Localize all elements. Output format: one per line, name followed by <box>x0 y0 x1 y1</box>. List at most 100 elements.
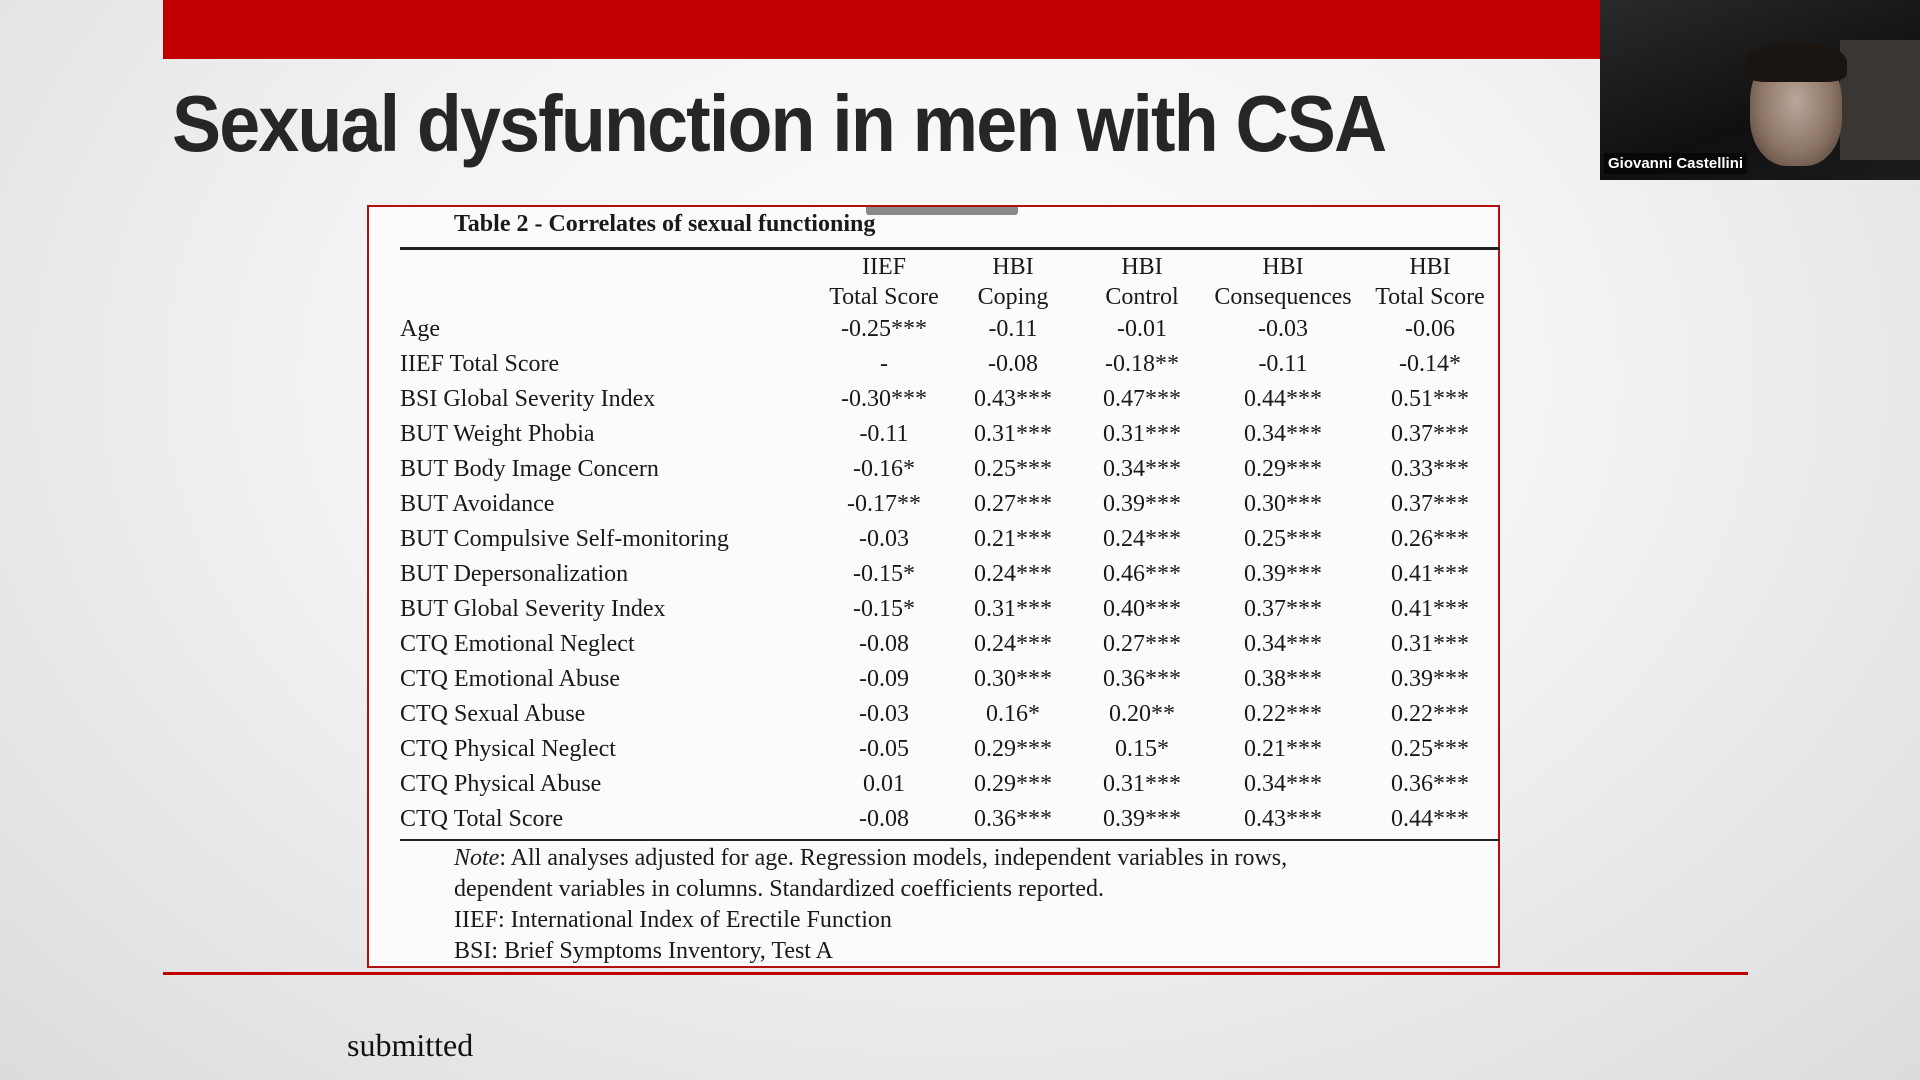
table-cell: -0.03 <box>859 526 909 552</box>
table-bottom-rule <box>400 839 1500 841</box>
table-cell: 0.39*** <box>1244 561 1322 587</box>
table-cell: 0.37*** <box>1244 596 1322 622</box>
table-cell: 0.21*** <box>974 526 1052 552</box>
table-cell: - <box>880 351 888 377</box>
participant-video-tile[interactable]: Giovanni Castellini <box>1600 0 1920 180</box>
table-cell: 0.37*** <box>1391 421 1469 447</box>
table-cell: 0.22*** <box>1391 701 1469 727</box>
table-cell: 0.25*** <box>974 456 1052 482</box>
table-cell: -0.01 <box>1117 316 1167 342</box>
row-label: CTQ Physical Abuse <box>400 771 602 797</box>
column-header: HBI Coping <box>977 254 1049 310</box>
table-cell: 0.01 <box>863 771 905 797</box>
table-cell: -0.18** <box>1105 351 1179 377</box>
table-cell: 0.30*** <box>974 666 1052 692</box>
bottom-accent-line <box>163 972 1748 975</box>
table-note: Note: All analyses adjusted for age. Reg… <box>454 843 1287 967</box>
table-cell: 0.25*** <box>1391 736 1469 762</box>
table-cell: 0.34*** <box>1244 631 1322 657</box>
table-cell: 0.22*** <box>1244 701 1322 727</box>
table-cell: 0.30*** <box>1244 491 1322 517</box>
table-cell: -0.15* <box>853 596 915 622</box>
table-row: CTQ Physical Neglect -0.05 0.29*** 0.15* 0.2… <box>400 732 1502 767</box>
table-cell: 0.38*** <box>1244 666 1322 692</box>
table-cell: 0.21*** <box>1244 736 1322 762</box>
table-cell: 0.20** <box>1109 701 1175 727</box>
table-row: CTQ Emotional Abuse -0.09 0.30*** 0.36*** 0.… <box>400 662 1502 697</box>
table-cell: 0.25*** <box>1244 526 1322 552</box>
table-row: BUT Compulsive Self-monitoring -0.03 0.21*… <box>400 522 1502 557</box>
table-row: CTQ Emotional Neglect -0.08 0.24*** 0.27***… <box>400 627 1502 662</box>
note-line: dependent variables in columns. Standard… <box>454 876 1104 902</box>
slide-title: Sexual dysfunction in men with CSA <box>172 79 1387 168</box>
table-cell: -0.15* <box>853 561 915 587</box>
table-cell: 0.15* <box>1115 736 1169 762</box>
table-cell: -0.06 <box>1405 316 1455 342</box>
row-label: CTQ Emotional Neglect <box>400 631 635 657</box>
row-label: CTQ Emotional Abuse <box>400 666 620 692</box>
table-cell: 0.31*** <box>1103 421 1181 447</box>
table-row: Age -0.25*** -0.11 -0.01 -0.03 -0.06 <box>400 312 1502 347</box>
row-label: CTQ Total Score <box>400 806 564 832</box>
column-header: HBI Control <box>1105 254 1179 310</box>
table-cell: 0.29*** <box>1244 456 1322 482</box>
table-cell: -0.17** <box>847 491 921 517</box>
table-cell: 0.27*** <box>974 491 1052 517</box>
table-cell: 0.27*** <box>1103 631 1181 657</box>
table-cell: 0.16* <box>986 701 1040 727</box>
column-header: HBI Total Score <box>1375 254 1485 310</box>
row-label: Age <box>400 316 440 342</box>
table-cell: 0.26*** <box>1391 526 1469 552</box>
table-cell: -0.05 <box>859 736 909 762</box>
table-cell: 0.31*** <box>974 421 1052 447</box>
table-cell: 0.40*** <box>1103 596 1181 622</box>
table-cell: 0.31*** <box>974 596 1052 622</box>
correlates-table: IIEF Total Score HBI Coping HBI Control HBI… <box>400 252 1502 837</box>
table-cell: 0.39*** <box>1103 806 1181 832</box>
table-row: BUT Global Severity Index -0.15* 0.31*** 0.… <box>400 592 1502 627</box>
column-header: IIEF Total Score <box>829 254 939 310</box>
table-cell: 0.47*** <box>1103 386 1181 412</box>
table-row: BUT Depersonalization -0.15* 0.24*** 0.46**… <box>400 557 1502 592</box>
table-image: Table 2 - Correlates of sexual functioni… <box>367 205 1500 968</box>
table-row: CTQ Sexual Abuse -0.03 0.16* 0.20** 0.22*** 0… <box>400 697 1502 732</box>
table-cell: 0.41*** <box>1391 561 1469 587</box>
top-accent-bar <box>163 0 1600 59</box>
table-cell: 0.31*** <box>1103 771 1181 797</box>
table-cell: 0.34*** <box>1244 771 1322 797</box>
scroll-handle <box>866 207 1018 215</box>
table-cell: 0.44*** <box>1391 806 1469 832</box>
table-cell: 0.29*** <box>974 736 1052 762</box>
row-label: CTQ Sexual Abuse <box>400 701 586 727</box>
row-label: BUT Depersonalization <box>400 561 629 587</box>
table-cell: 0.34*** <box>1103 456 1181 482</box>
table-cell: 0.43*** <box>974 386 1052 412</box>
row-label: BUT Compulsive Self-monitoring <box>400 526 729 552</box>
row-label: BUT Avoidance <box>400 491 555 517</box>
table-cell: 0.39*** <box>1103 491 1181 517</box>
table-cell: 0.36*** <box>974 806 1052 832</box>
table-cell: -0.30*** <box>841 386 927 412</box>
table-cell: -0.08 <box>988 351 1038 377</box>
row-label: BUT Body Image Concern <box>400 456 659 482</box>
table-cell: 0.24*** <box>1103 526 1181 552</box>
table-row: CTQ Total Score -0.08 0.36*** 0.39*** 0.43**… <box>400 802 1502 837</box>
table-cell: -0.11 <box>988 316 1038 342</box>
table-cell: -0.09 <box>859 666 909 692</box>
note-line: BSI: Brief Symptoms Inventory, Test A <box>454 938 833 964</box>
table-row: IIEF Total Score - -0.08 -0.18** -0.11 -0.14* <box>400 347 1502 382</box>
table-cell: 0.24*** <box>974 631 1052 657</box>
table-row: BUT Avoidance -0.17** 0.27*** 0.39*** 0.30**… <box>400 487 1502 522</box>
table-cell: -0.08 <box>859 806 909 832</box>
row-label: CTQ Physical Neglect <box>400 736 616 762</box>
table-cell: 0.24*** <box>974 561 1052 587</box>
table-cell: 0.34*** <box>1244 421 1322 447</box>
participant-hair <box>1745 42 1847 82</box>
row-label: BUT Global Severity Index <box>400 596 666 622</box>
table-cell: -0.16* <box>853 456 915 482</box>
footer-text: submitted <box>347 1027 474 1063</box>
table-cell: -0.03 <box>859 701 909 727</box>
table-cell: -0.11 <box>1258 351 1308 377</box>
table-cell: -0.03 <box>1258 316 1308 342</box>
row-label: IIEF Total Score <box>400 351 560 377</box>
